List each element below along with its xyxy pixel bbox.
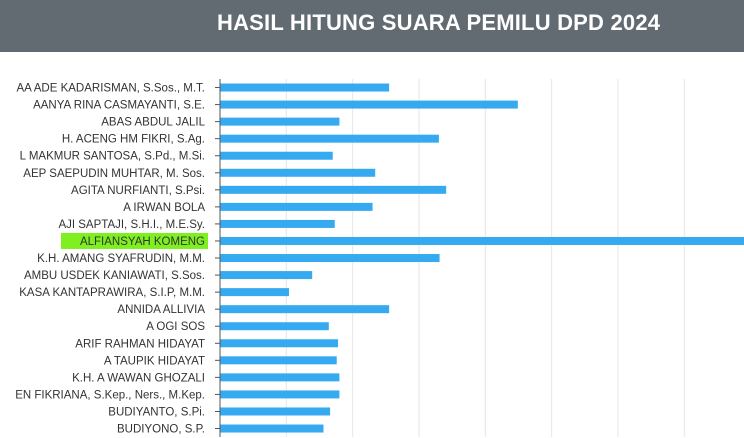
category-label: AGITA NURFIANTI, S.Psi. — [71, 185, 205, 197]
bar — [220, 424, 324, 433]
category-label: A TAUPIK HIDAYAT — [104, 355, 205, 367]
bar — [220, 305, 390, 314]
category-label: KASA KANTAPRAWIRA, S.I.P, M.M. — [19, 287, 205, 299]
category-label: L MAKMUR SANTOSA, S.Pd., M.Si. — [20, 151, 205, 163]
category-label: ABAS ABDUL JALIL — [101, 117, 205, 129]
category-label: AANYA RINA CASMAYANTI, S.E. — [33, 100, 205, 112]
category-label: AA ADE KADARISMAN, S.Sos., M.T. — [16, 83, 205, 95]
category-label: BUDIYANTO, S.Pi. — [108, 406, 205, 418]
page-title: HASIL HITUNG SUARA PEMILU DPD 2024 — [217, 10, 661, 35]
bar — [220, 322, 329, 331]
header-bar: HASIL HITUNG SUARA PEMILU DPD 2024 — [0, 0, 744, 52]
bar — [220, 356, 337, 365]
bar — [220, 407, 331, 416]
category-label: K.H. AMANG SYAFRUDIN, M.M. — [37, 253, 205, 265]
category-label: BUDIYONO, S.P. — [117, 424, 205, 436]
bar — [220, 185, 447, 194]
category-label: AEP SAEPUDIN MUHTAR, M. Sos. — [23, 168, 205, 180]
bar — [220, 288, 289, 297]
bar — [220, 373, 340, 382]
category-label: AMBU USDEK KANIAWATI, S.Sos. — [24, 270, 205, 282]
category-label: AJI SAPTAJI, S.H.I., M.E.Sy. — [58, 219, 205, 231]
category-label: ANNIDA ALLIVIA — [117, 304, 205, 316]
bar — [220, 390, 340, 399]
bar — [220, 151, 333, 160]
bar — [220, 236, 744, 245]
category-label: A IRWAN BOLA — [123, 202, 205, 214]
bar — [220, 202, 373, 211]
bar — [220, 219, 335, 228]
bar — [220, 271, 313, 280]
bar — [220, 100, 518, 109]
category-label: EN FIKRIANA, S.Kep., Ners., M.Kep. — [15, 389, 205, 401]
category-label: K.H. A WAWAN GHOZALI — [72, 372, 205, 384]
bar — [220, 168, 376, 177]
bar — [220, 83, 390, 92]
bar — [220, 254, 440, 263]
category-label: A OGI SOS — [146, 321, 205, 333]
category-label: ARIF RAHMAN HIDAYAT — [75, 338, 205, 350]
highlight-label-bg — [61, 232, 208, 249]
bar — [220, 117, 340, 126]
category-label: ALFIANSYAH KOMENG — [80, 236, 205, 248]
bar — [220, 134, 439, 143]
bar — [220, 339, 339, 348]
category-label: H. ACENG HM FIKRI, S.Ag. — [62, 134, 205, 146]
